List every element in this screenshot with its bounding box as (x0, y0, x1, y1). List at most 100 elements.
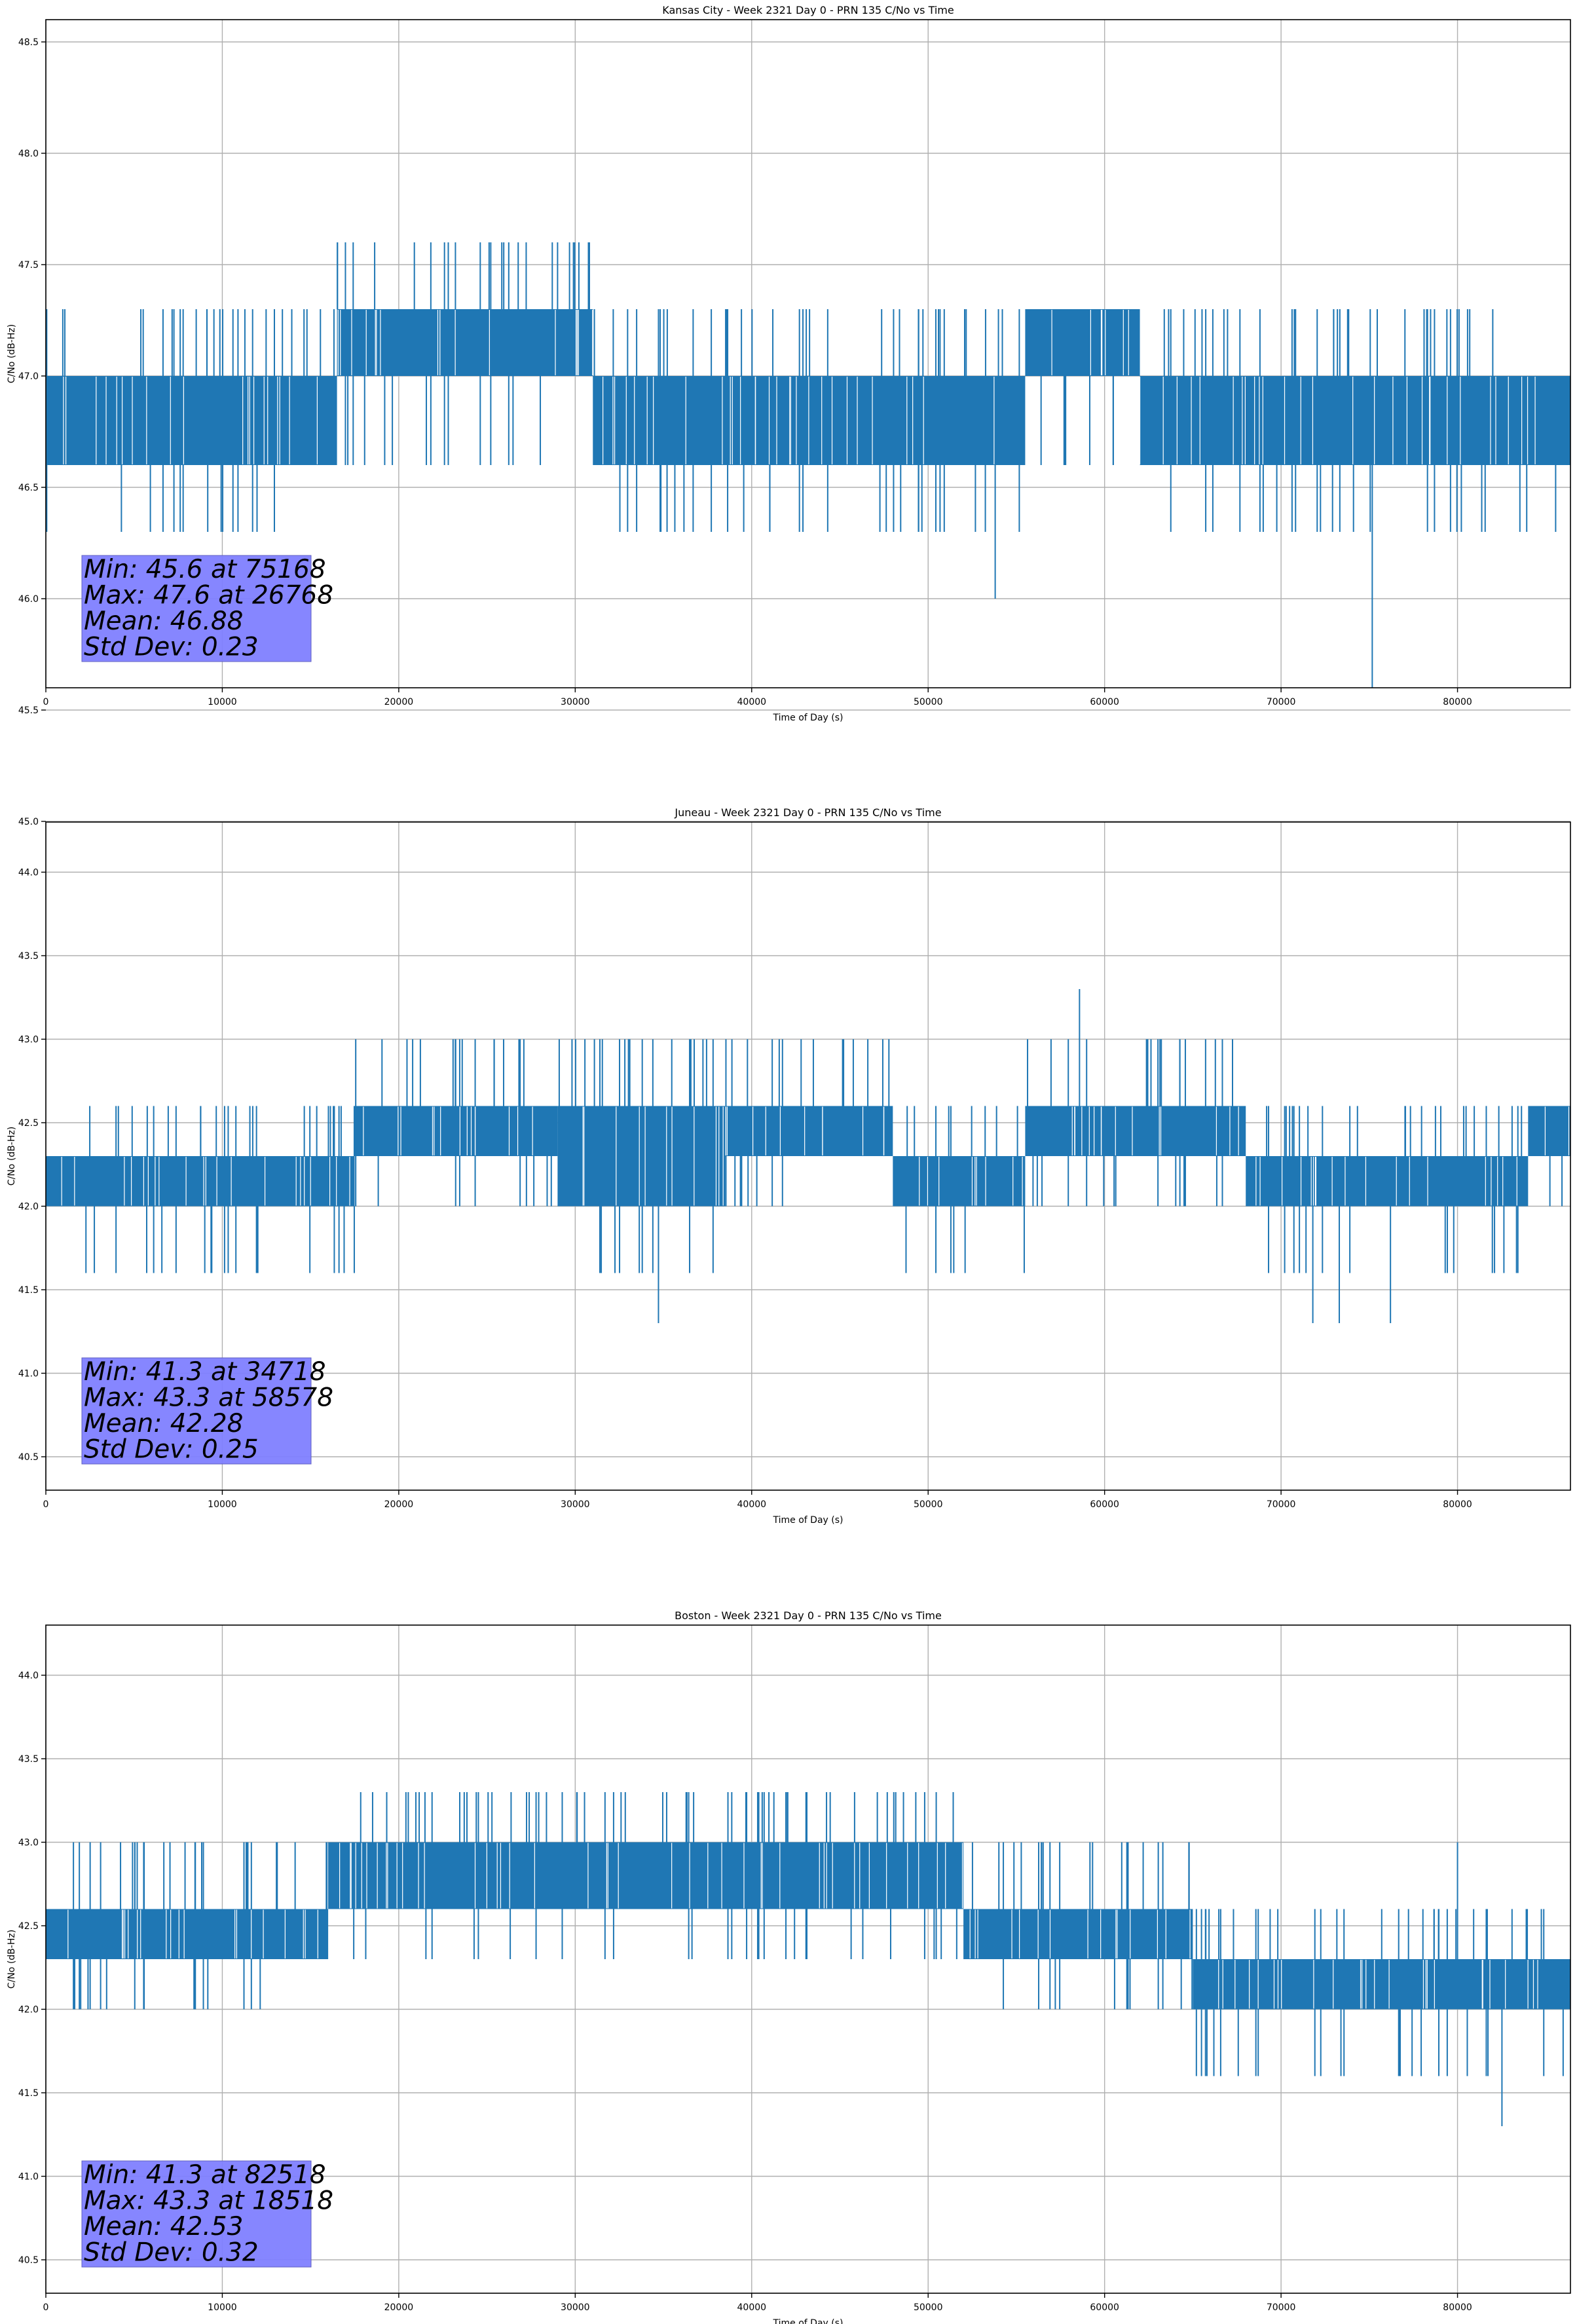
x-tick-label: 10000 (208, 1499, 237, 1510)
stats-line: Mean: 42.53 (84, 2212, 243, 2241)
x-tick-label: 20000 (384, 2302, 414, 2313)
y-tick-label: 41.5 (18, 1285, 39, 1296)
axes-frame (45, 19, 1571, 688)
data-band (1025, 1106, 1246, 1156)
x-tick-label: 10000 (208, 697, 237, 707)
y-tick-label: 47.5 (18, 260, 39, 271)
series-line (46, 989, 1570, 1323)
y-tick-label: 44.0 (18, 868, 39, 878)
x-tick-label: 50000 (914, 697, 943, 707)
data-band (893, 1156, 1026, 1207)
x-tick-label: 40000 (737, 2302, 767, 2313)
y-tick-label: 42.5 (18, 1118, 39, 1129)
stats-line: Min: 45.6 at 75168 (84, 555, 326, 584)
x-tick-label: 70000 (1267, 2302, 1296, 2313)
stats-box-background (81, 1357, 312, 1465)
data-band (354, 1106, 558, 1156)
data-band (1246, 1156, 1529, 1207)
x-axis-label: Time of Day (s) (773, 713, 844, 723)
y-tick-label: 43.0 (18, 1035, 39, 1045)
y-axis-label: C/No (dB-Hz) (7, 1930, 17, 1989)
x-tick-label: 30000 (561, 2302, 590, 2313)
data-band (328, 1842, 964, 1909)
y-tick-label: 41.5 (18, 2088, 39, 2099)
y-tick-label: 41.0 (18, 1369, 39, 1379)
x-axis-label: Time of Day (s) (773, 2318, 844, 2324)
y-tick-label: 46.5 (18, 483, 39, 493)
y-tick-label: 45.0 (18, 817, 39, 827)
stats-line: Std Dev: 0.25 (84, 1435, 259, 1465)
chart-panel: 0 10000 20000 30000 40000 50000 60000 70000 8000… (7, 806, 1571, 1526)
y-tick-label: 45.5 (18, 705, 39, 716)
stats-line: Mean: 42.28 (84, 1409, 243, 1438)
data-band (46, 1156, 355, 1207)
y-tick-label: 44.0 (18, 1671, 39, 1681)
x-tick-label: 70000 (1267, 1499, 1296, 1510)
stats-box-background (81, 555, 312, 662)
stats-line: Max: 43.3 at 18518 (84, 2186, 333, 2216)
x-tick-label: 20000 (384, 697, 414, 707)
x-tick-label: 50000 (914, 1499, 943, 1510)
stats-line: Max: 43.3 at 58578 (84, 1383, 333, 1413)
x-axis-label: Time of Day (s) (773, 1515, 844, 1526)
stats-line: Std Dev: 0.23 (84, 633, 259, 662)
y-tick-label: 43.5 (18, 1754, 39, 1765)
x-tick-label: 60000 (1090, 1499, 1119, 1510)
y-tick-label: 47.0 (18, 371, 39, 382)
y-tick-label: 41.0 (18, 2172, 39, 2183)
y-tick-label: 42.0 (18, 2005, 39, 2015)
data-band (1193, 1959, 1570, 2010)
x-tick-label: 50000 (914, 2302, 943, 2313)
chart-title: Kansas City - Week 2321 Day 0 - PRN 135 … (662, 4, 954, 16)
stats-line: Min: 41.3 at 34718 (84, 1357, 326, 1387)
x-tick-label: 60000 (1090, 2302, 1119, 2313)
y-tick-label: 40.5 (18, 1452, 39, 1463)
stats-line: Std Dev: 0.32 (84, 2238, 259, 2268)
data-band (337, 309, 593, 376)
chart-panel: 0 10000 20000 30000 40000 50000 60000 70000 8000… (7, 1609, 1571, 2324)
x-tick-label: 80000 (1443, 697, 1472, 707)
stats-line: Max: 47.6 at 26768 (84, 581, 333, 610)
x-tick-label: 20000 (384, 1499, 414, 1510)
data-band (1025, 309, 1140, 376)
data-band (1528, 1106, 1570, 1156)
series-line (46, 1792, 1570, 2126)
chart-title: Boston - Week 2321 Day 0 - PRN 135 C/No … (675, 1609, 942, 1622)
x-tick-label: 40000 (737, 697, 767, 707)
y-tick-label: 48.5 (18, 37, 39, 48)
y-tick-label: 40.5 (18, 2255, 39, 2266)
x-tick-label: 0 (43, 2302, 49, 2313)
data-band (46, 376, 337, 465)
data-band (557, 1106, 726, 1207)
x-tick-label: 40000 (737, 1499, 767, 1510)
axes-frame (45, 1624, 1571, 2294)
stats-line: Mean: 46.88 (84, 607, 243, 636)
y-tick-label: 46.0 (18, 594, 39, 605)
x-tick-label: 10000 (208, 2302, 237, 2313)
y-tick-label: 48.0 (18, 149, 39, 159)
x-tick-label: 30000 (561, 1499, 590, 1510)
stats-line: Min: 41.3 at 82518 (84, 2160, 326, 2190)
y-tick-label: 43.0 (18, 1838, 39, 1848)
chart-title: Juneau - Week 2321 Day 0 - PRN 135 C/No … (674, 806, 941, 819)
series-line (46, 242, 1570, 688)
y-axis-label: C/No (dB-Hz) (7, 1127, 17, 1186)
x-tick-label: 60000 (1090, 697, 1119, 707)
x-tick-label: 70000 (1267, 697, 1296, 707)
data-band (963, 1909, 1193, 1959)
data-band (46, 1909, 329, 1959)
y-axis-label: C/No (dB-Hz) (7, 324, 17, 383)
x-tick-label: 0 (43, 1499, 49, 1510)
y-tick-label: 42.5 (18, 1921, 39, 1932)
stats-box-background (81, 2160, 312, 2268)
axes-frame (45, 821, 1571, 1491)
x-tick-label: 80000 (1443, 1499, 1472, 1510)
x-tick-label: 80000 (1443, 2302, 1472, 2313)
data-band (1140, 376, 1570, 465)
y-tick-label: 42.0 (18, 1202, 39, 1212)
chart-panel: 0 10000 20000 30000 40000 50000 60000 70000 8000… (7, 4, 1571, 827)
